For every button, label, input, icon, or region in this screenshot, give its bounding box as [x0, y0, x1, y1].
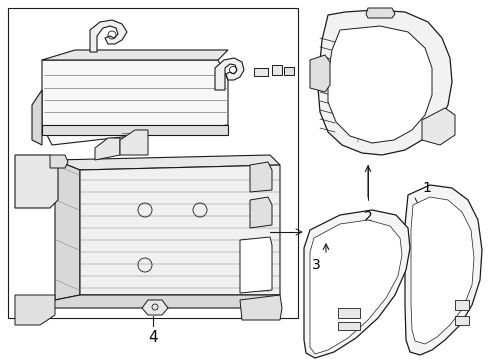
Polygon shape — [366, 8, 395, 18]
Polygon shape — [310, 55, 330, 92]
Polygon shape — [80, 165, 280, 295]
Polygon shape — [55, 155, 280, 170]
Polygon shape — [55, 160, 80, 300]
Polygon shape — [32, 90, 42, 145]
Text: 1: 1 — [422, 181, 431, 195]
Bar — [455, 300, 469, 310]
Polygon shape — [272, 65, 282, 75]
Polygon shape — [304, 210, 410, 358]
Polygon shape — [42, 60, 228, 145]
Polygon shape — [318, 10, 452, 155]
Polygon shape — [42, 50, 228, 60]
Bar — [455, 316, 469, 325]
Polygon shape — [90, 20, 127, 52]
Text: 3: 3 — [312, 258, 320, 272]
Polygon shape — [95, 138, 120, 160]
Polygon shape — [15, 155, 58, 208]
Polygon shape — [250, 197, 272, 228]
Polygon shape — [240, 237, 272, 293]
Polygon shape — [120, 130, 148, 155]
Polygon shape — [411, 197, 474, 344]
Polygon shape — [310, 220, 402, 354]
Bar — [284, 67, 294, 75]
Polygon shape — [240, 295, 282, 320]
Polygon shape — [405, 185, 482, 355]
Text: 4: 4 — [148, 330, 158, 346]
Bar — [254, 68, 268, 76]
Polygon shape — [42, 125, 228, 135]
Polygon shape — [40, 295, 280, 308]
Polygon shape — [215, 58, 244, 90]
Polygon shape — [142, 300, 168, 315]
Polygon shape — [50, 155, 68, 168]
Polygon shape — [250, 162, 272, 192]
Bar — [338, 308, 360, 318]
Bar — [8, 8, 298, 318]
Polygon shape — [328, 26, 432, 143]
Polygon shape — [15, 295, 55, 325]
Polygon shape — [422, 108, 455, 145]
Text: 2: 2 — [364, 210, 372, 224]
Bar — [338, 322, 360, 330]
